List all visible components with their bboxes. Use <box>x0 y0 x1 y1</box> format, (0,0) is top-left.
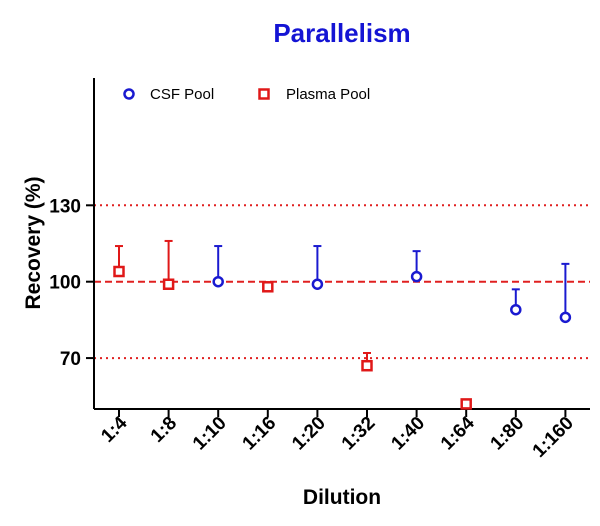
point-csf-pool-1-10 <box>212 275 224 288</box>
x-tick-label-1-160: 1:160 <box>529 413 578 462</box>
legend: CSF Pool Plasma Pool <box>123 86 370 103</box>
x-tick-label-1-8: 1:8 <box>147 413 181 447</box>
point-csf-pool-1-20 <box>311 278 324 290</box>
y-ticks: 70 100 130 <box>49 196 94 370</box>
x-ticks: 1:4 1:8 1:10 1:16 1:20 1:32 1:40 1:64 1:80 1:160 <box>97 409 578 462</box>
x-tick-label-1-4: 1:4 <box>97 412 132 447</box>
point-plasma-pool-1-8 <box>162 278 175 290</box>
axes <box>93 78 590 410</box>
point-csf-pool-1-160 <box>559 311 572 324</box>
x-tick-label-1-16: 1:16 <box>239 413 281 455</box>
x-tick-label-1-64: 1:64 <box>437 412 479 454</box>
point-plasma-pool-1-32 <box>361 359 373 372</box>
reference-lines <box>94 204 590 360</box>
x-axis-title: Dilution <box>303 486 381 509</box>
y-tick-label-100: 100 <box>49 273 81 294</box>
y-tick-label-130: 130 <box>49 196 81 217</box>
x-tick-label-1-20: 1:20 <box>288 413 330 455</box>
legend-marker-plasma-pool <box>258 88 270 100</box>
x-tick-label-1-40: 1:40 <box>387 413 429 455</box>
legend-label-plasma-pool: Plasma Pool <box>286 86 370 103</box>
point-csf-pool-1-80 <box>510 303 522 316</box>
x-tick-label-1-32: 1:32 <box>338 413 380 455</box>
y-axis-title: Recovery (%) <box>22 176 45 309</box>
x-tick-label-1-80: 1:80 <box>487 413 529 455</box>
point-plasma-pool-1-16 <box>262 281 274 293</box>
y-tick-label-70: 70 <box>60 349 81 370</box>
legend-label-csf-pool: CSF Pool <box>150 86 214 103</box>
x-tick-label-1-10: 1:10 <box>189 413 231 455</box>
point-csf-pool-1-40 <box>410 270 423 283</box>
point-plasma-pool-1-64 <box>460 398 472 410</box>
chart-title: Parallelism <box>273 18 410 48</box>
point-plasma-pool-1-4 <box>113 265 125 278</box>
legend-marker-csf-pool <box>123 88 135 100</box>
data-points <box>113 239 572 410</box>
